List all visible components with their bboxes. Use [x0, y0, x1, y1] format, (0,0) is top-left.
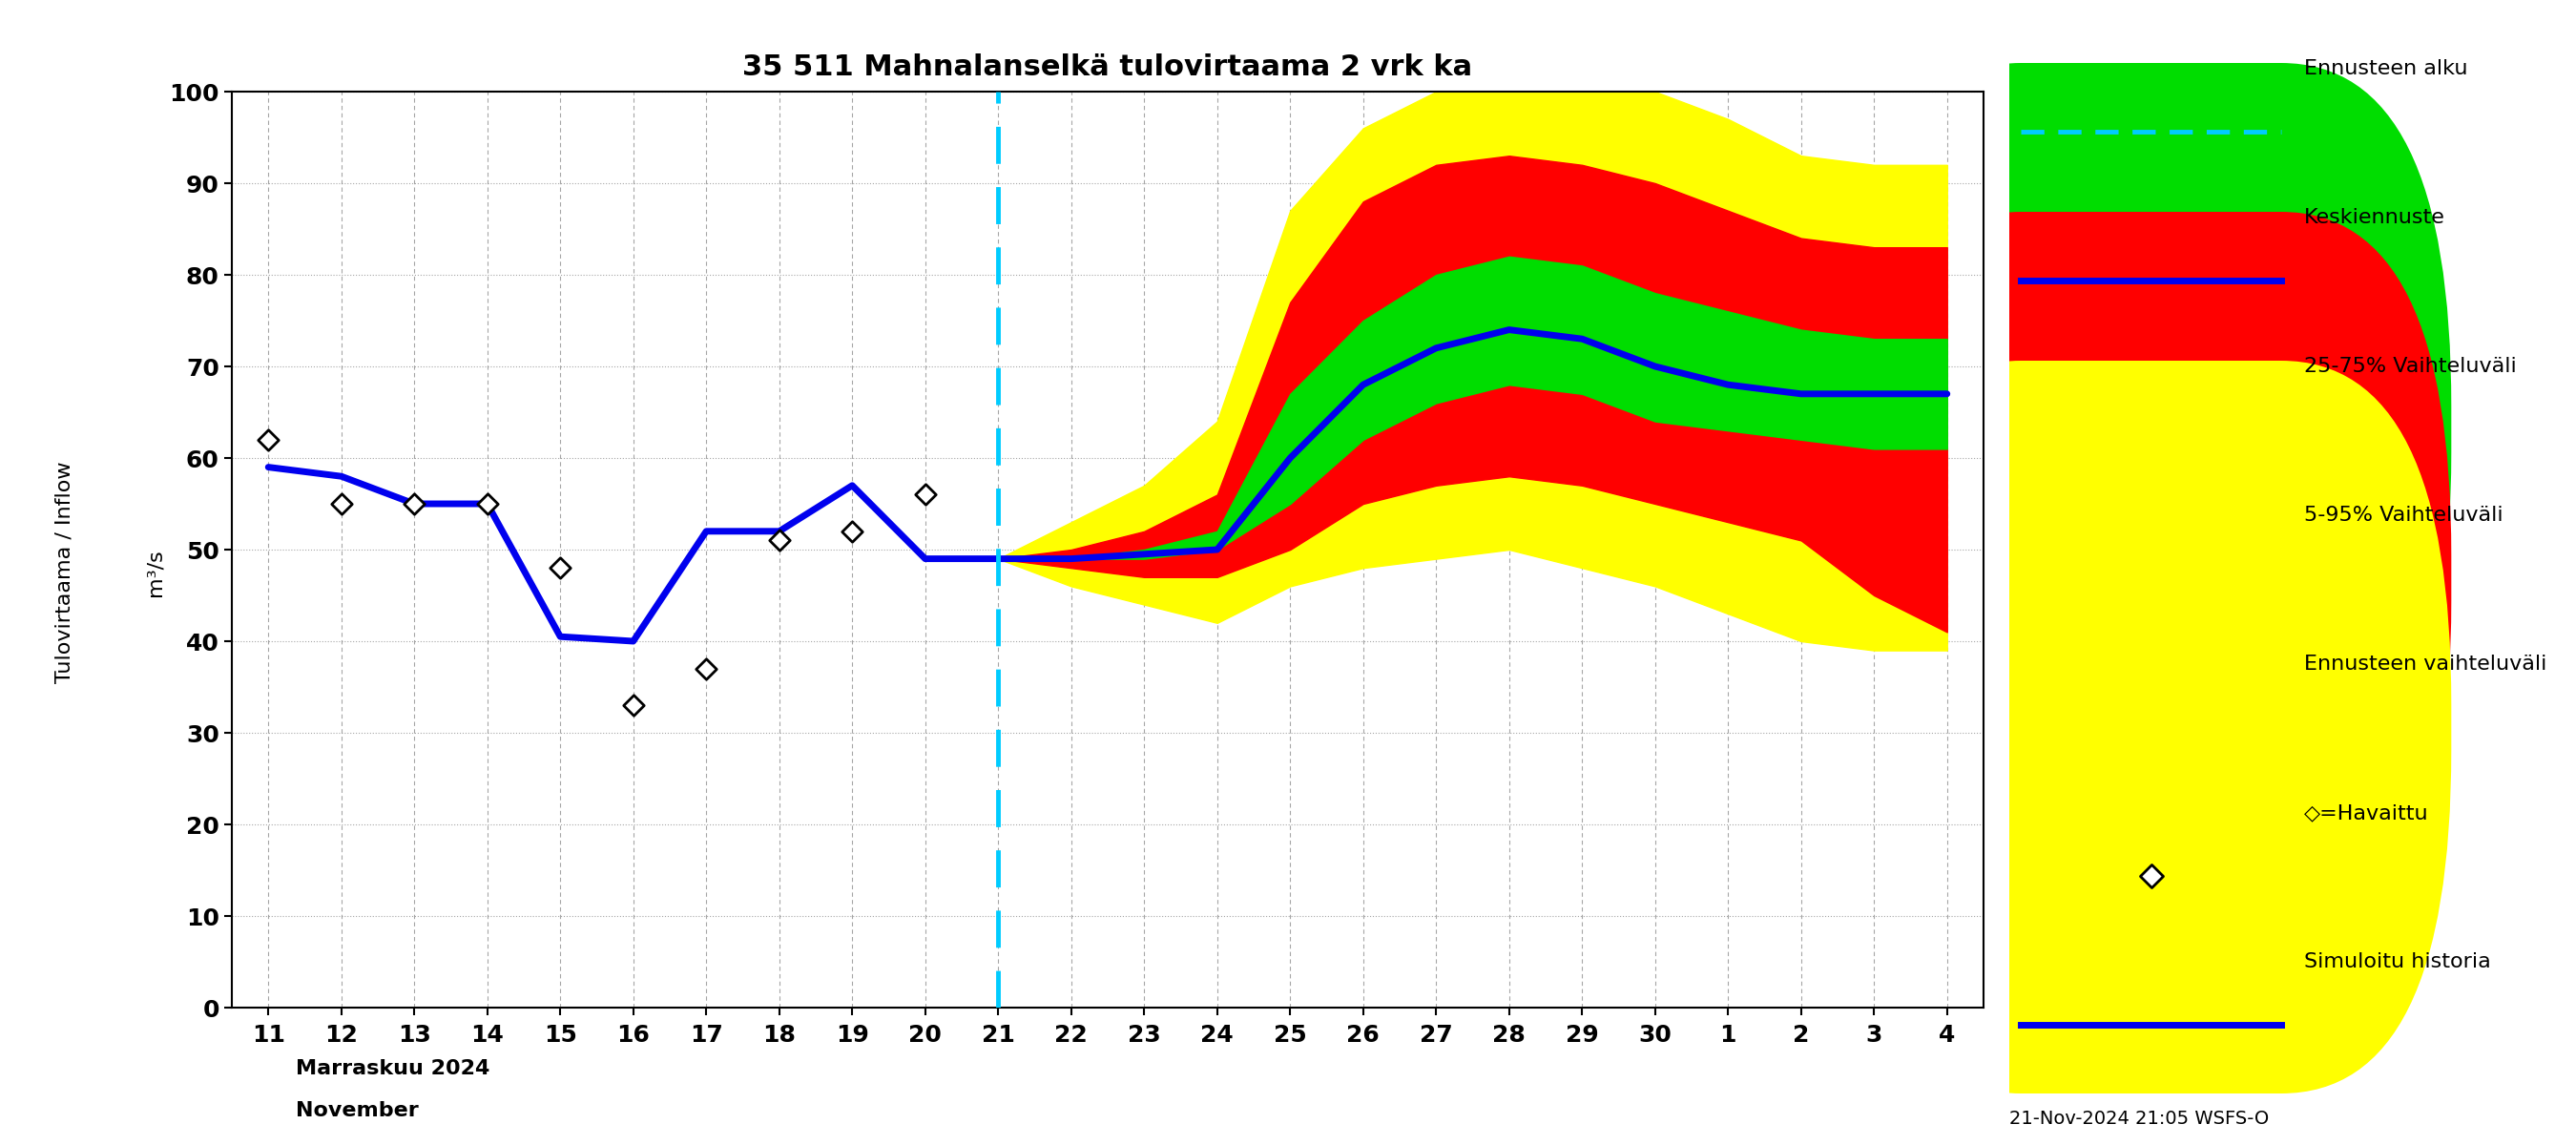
Text: m³/s: m³/s: [144, 548, 165, 597]
Text: Ennusteen alku: Ennusteen alku: [2303, 60, 2468, 78]
Text: ◇=Havaittu: ◇=Havaittu: [2303, 804, 2429, 822]
Text: Keskiennuste: Keskiennuste: [2303, 208, 2445, 227]
Text: Ennusteen vaihteluväli: Ennusteen vaihteluväli: [2303, 655, 2548, 673]
FancyBboxPatch shape: [1850, 212, 2452, 945]
Text: Tulovirtaama / Inflow: Tulovirtaama / Inflow: [54, 461, 75, 684]
Point: [394, 495, 435, 513]
Point: [904, 485, 945, 504]
Point: [319, 495, 361, 513]
Point: [613, 696, 654, 714]
Text: 21-Nov-2024 21:05 WSFS-O: 21-Nov-2024 21:05 WSFS-O: [2009, 1110, 2269, 1128]
Title: 35 511 Mahnalanselkä tulovirtaama 2 vrk ka: 35 511 Mahnalanselkä tulovirtaama 2 vrk …: [742, 54, 1473, 81]
Point: [541, 559, 582, 577]
Point: [466, 495, 507, 513]
Text: Simuloitu historia: Simuloitu historia: [2303, 953, 2491, 971]
FancyBboxPatch shape: [1850, 361, 2452, 1093]
Point: [247, 431, 289, 449]
Point: [685, 660, 726, 678]
Text: Marraskuu 2024: Marraskuu 2024: [296, 1059, 489, 1079]
Text: 5-95% Vaihteluväli: 5-95% Vaihteluväli: [2303, 506, 2504, 524]
FancyBboxPatch shape: [1850, 63, 2452, 796]
Point: [2130, 867, 2172, 885]
Point: [832, 522, 873, 540]
Text: November: November: [296, 1101, 420, 1121]
Text: 25-75% Vaihteluväli: 25-75% Vaihteluväli: [2303, 357, 2517, 376]
Point: [757, 531, 799, 550]
